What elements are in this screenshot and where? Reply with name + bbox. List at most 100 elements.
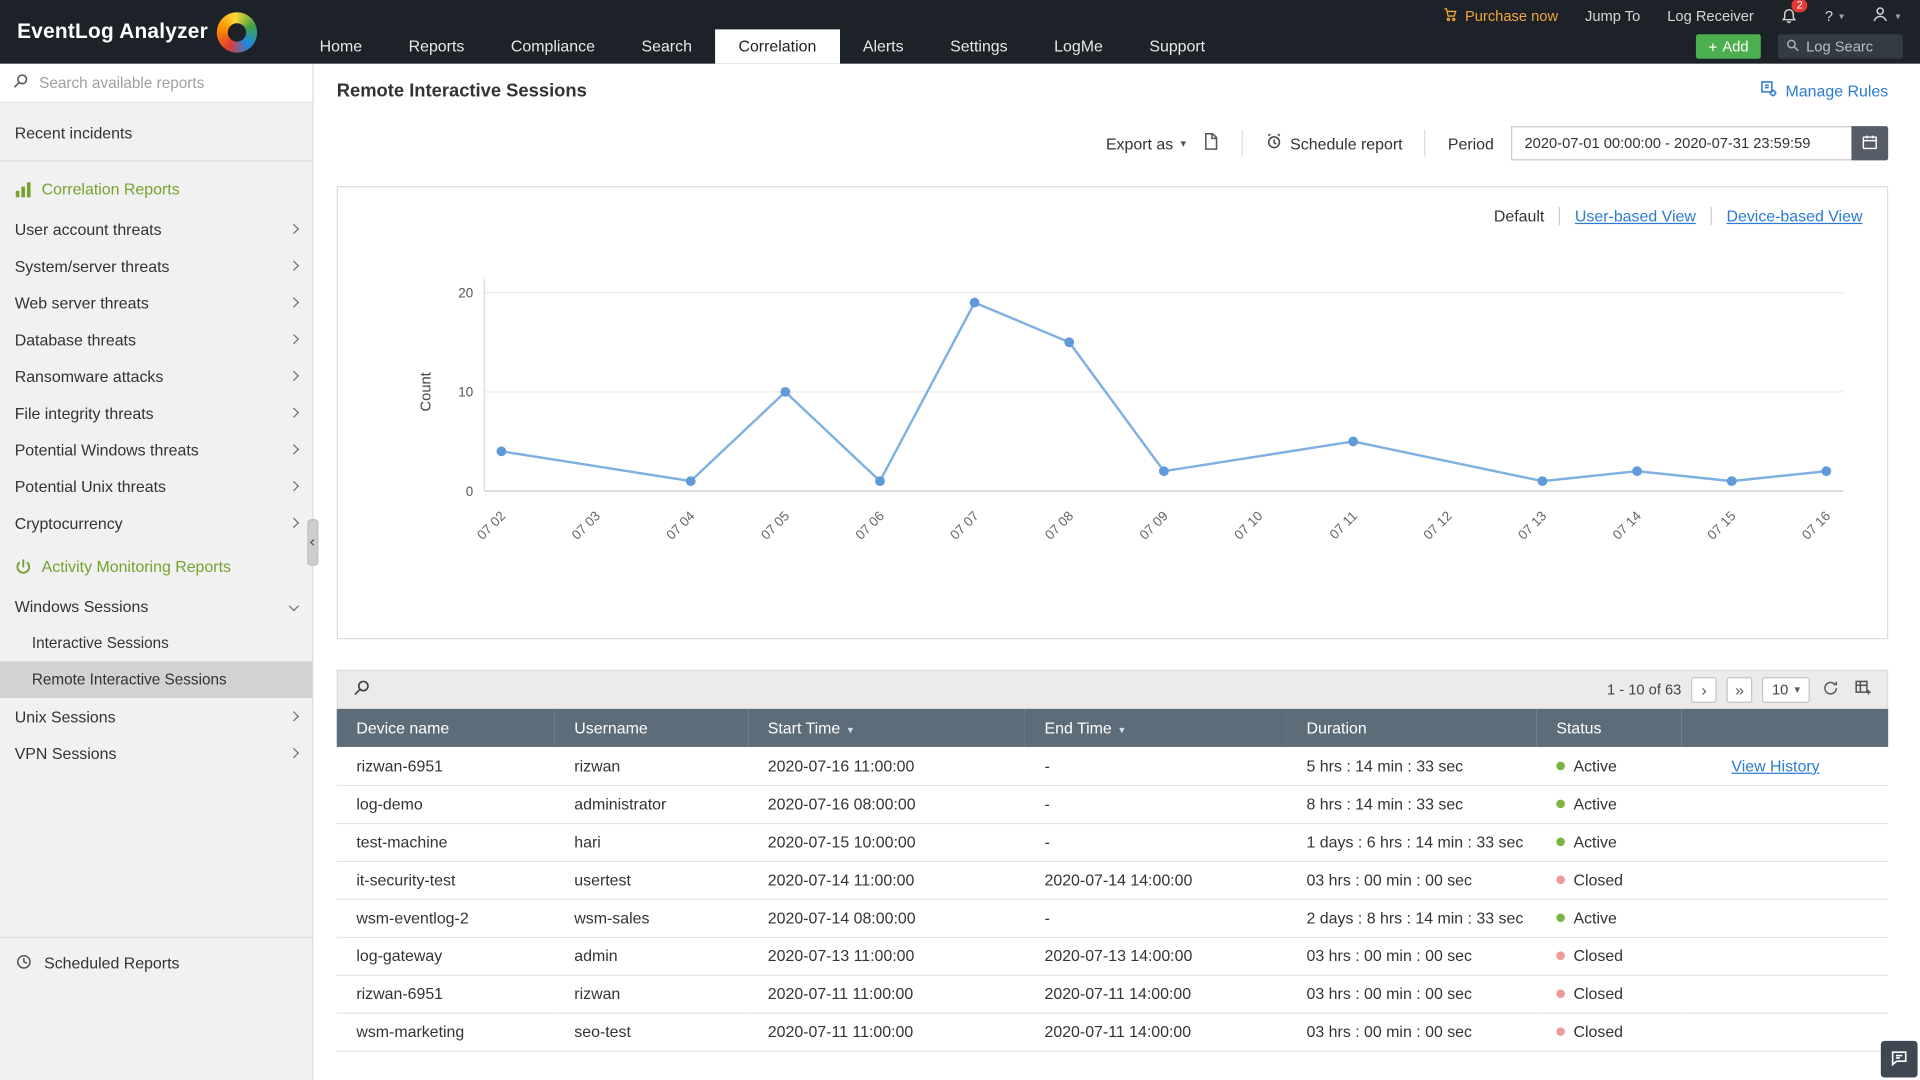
add-button[interactable]: + Add [1695,34,1761,59]
cell-user: hari [554,822,749,862]
bar-chart-icon [15,181,32,198]
column-header-username[interactable]: Username [554,708,749,747]
status-dot [1556,761,1565,770]
sidebar-item-label: Unix Sessions [14,707,116,726]
x-axis-tick: 07 15 [1704,508,1738,542]
column-label: Start Time [767,718,841,738]
column-header-start-time[interactable]: Start Time ▾ [748,708,1025,747]
sidebar-item-label: Windows Sessions [14,596,149,616]
data-point-07-08[interactable] [1064,337,1075,348]
log-receiver-link[interactable]: Log Receiver [1667,7,1754,25]
cell-end: - [1024,784,1287,824]
plus-icon: + [1708,37,1718,56]
nav-tab-support[interactable]: Support [1149,36,1206,56]
period-range-input[interactable] [1511,126,1852,161]
chevron-right-icon [288,260,300,271]
sidebar-item-file-integrity-threats[interactable]: File integrity threats [0,394,312,431]
sidebar-item-windows-sessions[interactable]: Windows Sessions [0,588,312,625]
data-point-07-14[interactable] [1632,466,1642,477]
page-size-dropdown[interactable]: 10 ▾ [1762,676,1810,703]
cell-status: Closed [1536,936,1682,976]
sidebar-item-system-server-threats[interactable]: System/server threats [0,247,312,284]
sidebar-item-ransomware-attacks[interactable]: Ransomware attacks [0,358,312,395]
schedule-report-button[interactable]: Schedule report [1264,132,1403,154]
data-point-07-06[interactable] [875,476,885,486]
report-search-box[interactable] [0,63,313,103]
sidebar-item-potential-unix-threats[interactable]: Potential Unix threats [0,468,312,505]
cell-start: 2020-07-11 11:00:00 [748,1012,1025,1052]
report-toolbar: Export as ▾ Schedule report Period [337,118,1889,169]
topbar-rows: Purchase now Jump To Log Receiver 2 ? ▾ … [284,0,1920,64]
data-point-07-02[interactable] [496,446,507,457]
export-file-button[interactable] [1201,132,1219,154]
nav-tab-reports[interactable]: Reports [408,36,465,56]
data-point-07-15[interactable] [1726,476,1737,486]
sidebar-item-scheduled-reports[interactable]: Scheduled Reports [0,936,313,988]
last-page-button[interactable]: » [1726,676,1753,703]
nav-tab-search[interactable]: Search [641,36,692,56]
log-search-box[interactable] [1777,34,1903,59]
brand[interactable]: EventLog Analyzer [0,0,284,64]
nav-tab-compliance[interactable]: Compliance [510,36,595,56]
sidebar-item-remote-interactive-sessions[interactable]: Remote Interactive Sessions [0,661,313,698]
view-history-link[interactable]: View History [1731,756,1820,775]
sidebar-item-cryptocurrency[interactable]: Cryptocurrency [0,504,312,541]
manage-rules-link[interactable]: Manage Rules [1760,80,1888,102]
nav-tab-correlation[interactable]: Correlation [715,29,840,64]
manage-rules-label: Manage Rules [1785,81,1889,100]
sidebar-item-recent-incidents[interactable]: Recent incidents [0,114,312,151]
sidebar-item-unix-sessions[interactable]: Unix Sessions [0,698,312,735]
table-search-button[interactable] [350,678,373,700]
cell-user: usertest [554,860,749,900]
sidebar-item-vpn-sessions[interactable]: VPN Sessions [0,735,312,772]
report-search-input[interactable] [39,74,300,92]
sidebar-item-user-account-threats[interactable]: User account threats [0,211,312,248]
jump-to-link[interactable]: Jump To [1585,7,1641,25]
purchase-now-link[interactable]: Purchase now [1443,6,1558,26]
nav-tab-alerts[interactable]: Alerts [862,36,904,56]
help-button[interactable]: ? ▾ [1825,7,1844,24]
export-as-dropdown[interactable]: Export as ▾ [1106,134,1186,152]
cell-action [1681,784,1889,824]
data-point-07-16[interactable] [1821,466,1832,477]
nav-tab-logme[interactable]: LogMe [1054,36,1103,56]
sidebar-collapse-handle[interactable] [307,519,319,566]
column-header-status[interactable]: Status [1536,708,1682,747]
column-header-end-time[interactable]: End Time ▾ [1024,708,1287,747]
data-point-07-07[interactable] [969,297,980,308]
sidebar-item-database-threats[interactable]: Database threats [0,321,312,358]
feedback-chat-button[interactable] [1880,1040,1918,1078]
svg-text:0: 0 [466,484,473,499]
view-user-based[interactable]: User-based View [1574,206,1696,226]
calendar-button[interactable] [1851,126,1889,161]
data-point-07-13[interactable] [1537,476,1548,486]
sidebar-item-interactive-sessions[interactable]: Interactive Sessions [0,624,312,661]
chevron-right-icon [288,370,300,382]
column-chooser-button[interactable] [1851,678,1874,700]
nav-tab-home[interactable]: Home [319,36,363,56]
data-point-07-05[interactable] [780,386,791,397]
column-header-device-name[interactable]: Device name [336,708,555,747]
view-default[interactable]: Default [1493,206,1545,226]
next-page-button[interactable]: › [1691,676,1717,703]
sort-desc-icon: ▾ [847,723,854,736]
nav-tab-settings[interactable]: Settings [950,36,1008,56]
refresh-button[interactable] [1820,679,1842,700]
column-header-actions [1681,708,1889,747]
column-header-duration[interactable]: Duration [1286,708,1537,747]
column-label: Status [1556,718,1602,738]
add-button-label: Add [1722,37,1749,56]
account-button[interactable]: ▾ [1871,5,1900,27]
divider [1559,206,1561,226]
sidebar-item-potential-windows-threats[interactable]: Potential Windows threats [0,431,312,468]
log-search-input[interactable] [1806,37,1895,56]
data-point-07-04[interactable] [685,476,696,486]
sidebar-item-web-server-threats[interactable]: Web server threats [0,284,312,321]
data-point-07-09[interactable] [1158,466,1169,477]
status-label: Active [1573,794,1617,814]
view-device-based[interactable]: Device-based View [1726,206,1863,226]
data-point-07-11[interactable] [1348,436,1359,447]
cell-start: 2020-07-11 11:00:00 [748,974,1025,1014]
notifications-button[interactable]: 2 [1781,0,1808,27]
